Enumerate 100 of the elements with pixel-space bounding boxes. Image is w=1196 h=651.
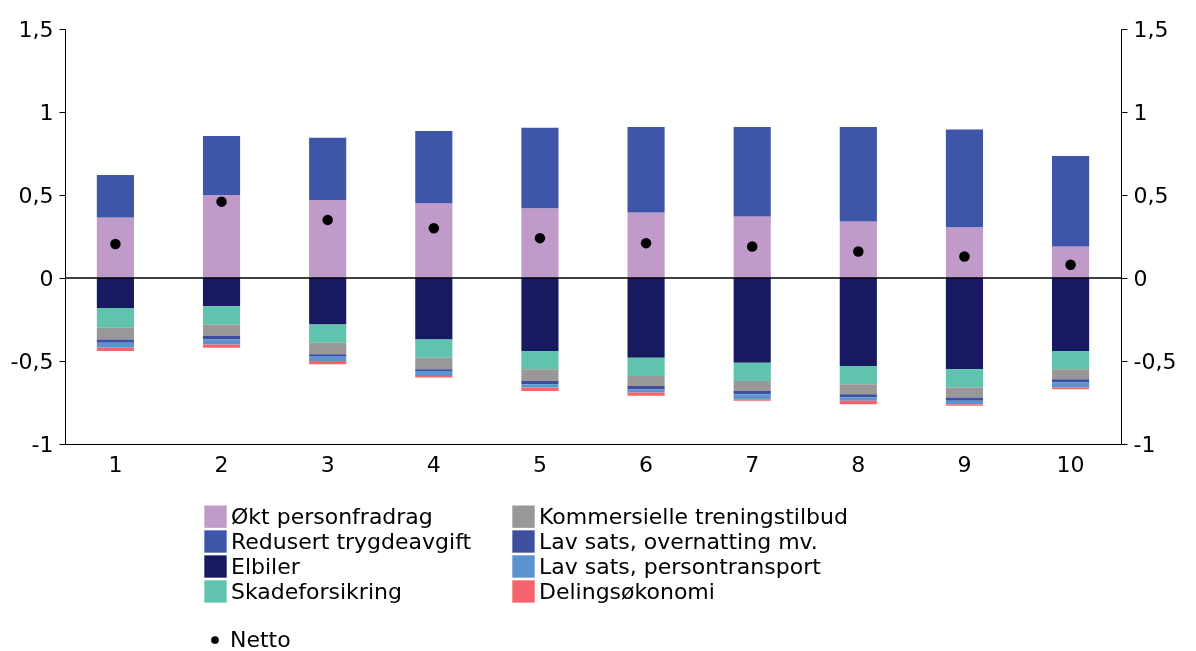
bar (309, 137, 347, 200)
bar (309, 361, 347, 365)
legend-label: Netto (230, 627, 291, 651)
x-tick-label: 10 (1056, 451, 1085, 477)
bar (839, 126, 877, 222)
bar (839, 400, 877, 405)
y2-tick-label: 1 (1133, 99, 1148, 125)
bar (521, 208, 559, 278)
point (216, 196, 227, 207)
y2-tick-label: 0,5 (1133, 182, 1169, 208)
bar (733, 362, 771, 381)
bar (1052, 351, 1090, 370)
point (640, 237, 652, 249)
bar (309, 278, 347, 325)
y-tick-label: -0,5 (10, 348, 54, 374)
legend-label: Økt personfradrag (231, 503, 433, 529)
y-tick-label: 0,5 (18, 182, 54, 208)
y2-tick-label: 1,5 (1133, 16, 1169, 42)
bar (839, 221, 877, 278)
bar (839, 384, 877, 395)
bar (1052, 278, 1090, 352)
x-tick-label: 6 (639, 451, 654, 477)
y-tick-label: 1 (39, 99, 54, 125)
legend-label: Lav sats, overnatting mv. (539, 528, 818, 554)
bar (733, 216, 771, 278)
bar (627, 212, 665, 278)
bar (309, 199, 347, 278)
bar (945, 400, 984, 405)
point (959, 251, 970, 262)
point (534, 232, 546, 244)
legend-label: Kommersielle treningstilbud (539, 503, 848, 529)
point (746, 241, 758, 252)
point (428, 222, 440, 234)
legend-label: Delingsøkonomi (539, 578, 715, 604)
point (110, 238, 121, 250)
bar (415, 131, 453, 204)
y2-tick-label: -1 (1133, 431, 1156, 457)
bar (1052, 382, 1090, 388)
bar (733, 126, 771, 217)
bar (415, 357, 453, 370)
bar (945, 369, 984, 388)
bar (415, 203, 453, 278)
bar (96, 217, 134, 278)
bar (415, 370, 453, 376)
point (853, 246, 864, 257)
bar (96, 327, 134, 340)
y2-tick-label: -0,5 (1133, 348, 1177, 374)
bar (627, 375, 665, 386)
x-tick-label: 5 (532, 451, 547, 477)
bar (202, 339, 241, 345)
y2-tick-label: 0 (1133, 265, 1148, 291)
bar (521, 127, 559, 209)
bar (415, 278, 453, 340)
bar (96, 347, 134, 352)
bar (309, 324, 347, 343)
bar (202, 324, 241, 337)
x-tick-label: 9 (957, 451, 972, 477)
bar (1052, 369, 1090, 380)
bar (945, 129, 984, 228)
bar (945, 227, 984, 278)
bar (202, 136, 241, 195)
legend-label: Lav sats, persontransport (539, 553, 822, 579)
bar (521, 351, 559, 370)
x-tick-label: 7 (745, 451, 760, 477)
x-tick-label: 4 (426, 451, 441, 477)
bar (733, 390, 771, 395)
bar (96, 342, 134, 348)
bar (415, 339, 453, 358)
bar (96, 278, 134, 308)
bar (309, 356, 347, 361)
bar (202, 336, 241, 340)
x-tick-label: 8 (851, 451, 866, 477)
bar (627, 126, 665, 213)
bar (627, 385, 665, 390)
y-tick-label: 0 (39, 265, 54, 291)
bar (733, 394, 771, 400)
bar (627, 278, 665, 358)
bar (202, 306, 241, 325)
bar (309, 342, 347, 355)
bar (202, 344, 241, 348)
x-tick-label: 3 (320, 451, 335, 477)
bar (521, 369, 559, 381)
bar (945, 397, 984, 401)
bar (945, 278, 984, 370)
bar (521, 278, 559, 352)
y-tick-label: -1 (31, 431, 54, 457)
legend-label: Skadeforsikring (231, 578, 402, 604)
bar (733, 380, 771, 391)
point (322, 214, 333, 226)
bar (733, 278, 771, 363)
bar (945, 387, 984, 398)
legend-label: Elbiler (231, 553, 301, 579)
bar (1052, 155, 1090, 247)
legend-label: Redusert trygdeavgift (231, 528, 472, 554)
bar (96, 307, 134, 328)
bar (202, 278, 241, 307)
x-tick-label: 1 (108, 451, 123, 477)
bar (627, 357, 665, 376)
bar (839, 365, 877, 385)
bar (839, 278, 877, 366)
